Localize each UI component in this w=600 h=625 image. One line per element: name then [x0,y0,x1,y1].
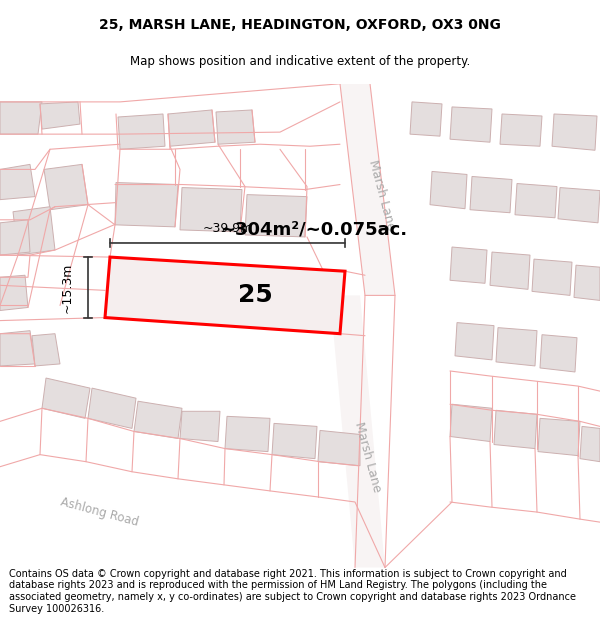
Polygon shape [540,335,577,372]
Polygon shape [318,431,360,466]
Text: ~15.3m: ~15.3m [61,262,74,312]
Polygon shape [538,418,580,456]
Polygon shape [134,401,182,439]
Polygon shape [168,110,215,146]
Polygon shape [340,84,395,296]
Polygon shape [180,188,242,232]
Polygon shape [532,259,572,296]
Text: Contains OS data © Crown copyright and database right 2021. This information is : Contains OS data © Crown copyright and d… [9,569,576,614]
Polygon shape [118,114,165,149]
Text: Marsh Lane: Marsh Lane [367,158,398,231]
Polygon shape [0,331,35,366]
Polygon shape [494,410,537,449]
Text: Marsh Lane: Marsh Lane [352,420,383,493]
Polygon shape [450,404,492,441]
Polygon shape [13,207,55,255]
Polygon shape [496,328,537,366]
Polygon shape [0,102,42,134]
Polygon shape [180,411,220,441]
Text: Map shows position and indicative extent of the property.: Map shows position and indicative extent… [130,56,470,68]
Text: ~39.9m: ~39.9m [202,222,253,236]
Polygon shape [580,426,600,462]
Polygon shape [470,176,512,212]
Polygon shape [552,114,597,150]
Polygon shape [42,378,90,418]
Text: ~304m²/~0.075ac.: ~304m²/~0.075ac. [220,221,407,239]
Polygon shape [410,102,442,136]
Polygon shape [0,164,35,199]
Polygon shape [40,102,80,129]
Polygon shape [272,423,317,459]
Polygon shape [500,114,542,146]
Polygon shape [450,247,487,283]
Polygon shape [330,296,385,568]
Text: Ashlong Road: Ashlong Road [59,496,140,529]
Polygon shape [450,107,492,142]
Polygon shape [245,194,307,237]
Polygon shape [32,334,60,366]
Polygon shape [0,220,30,255]
Polygon shape [115,182,178,227]
Polygon shape [558,188,600,223]
Polygon shape [515,184,557,218]
Text: 25: 25 [238,283,272,307]
Polygon shape [44,164,88,210]
Polygon shape [490,252,530,289]
Polygon shape [88,388,136,428]
Text: 25, MARSH LANE, HEADINGTON, OXFORD, OX3 0NG: 25, MARSH LANE, HEADINGTON, OXFORD, OX3 … [99,18,501,32]
Polygon shape [105,257,345,334]
Polygon shape [225,416,270,452]
Polygon shape [216,110,255,144]
Polygon shape [574,265,600,301]
Polygon shape [0,275,28,311]
Polygon shape [430,171,467,209]
Polygon shape [455,322,494,360]
